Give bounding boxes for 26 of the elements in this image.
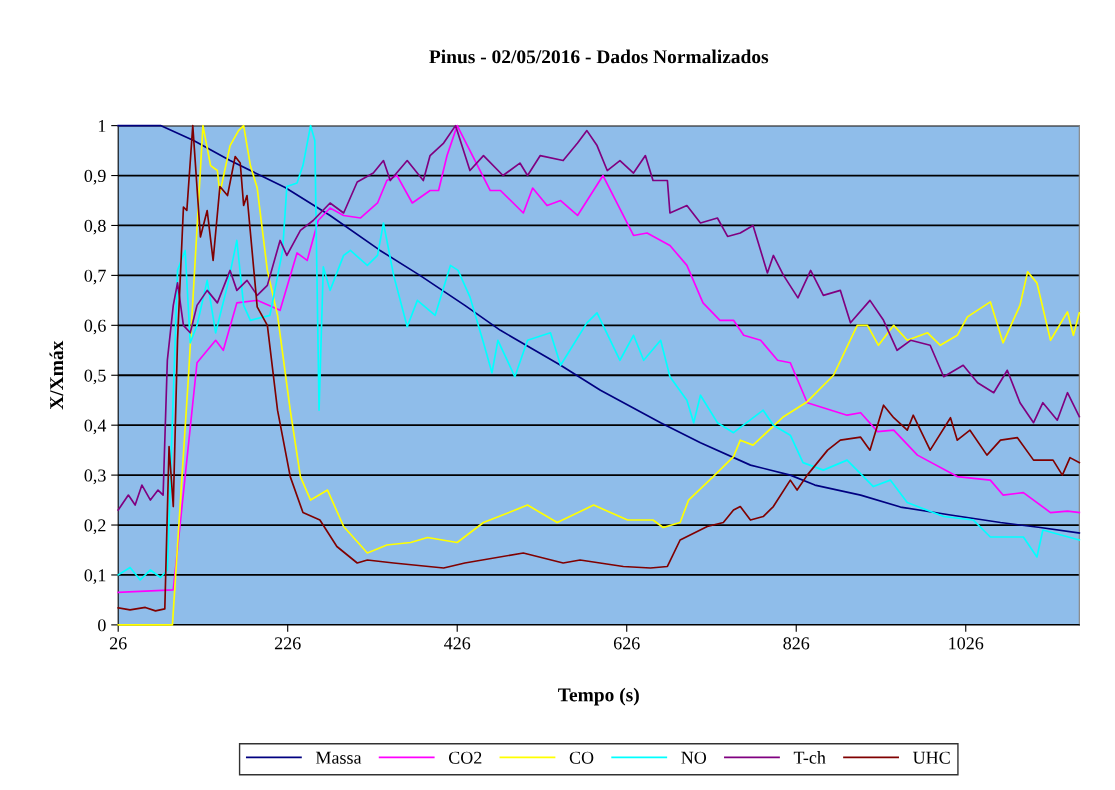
x-tick-label: 26: [109, 637, 127, 650]
legend-label: Massa: [315, 751, 362, 764]
x-axis-title: Tempo (s): [558, 687, 639, 706]
legend-label: UHC: [912, 751, 950, 764]
y-tick-label: 0,4: [84, 419, 107, 435]
y-tick-label: 0,7: [84, 269, 106, 285]
y-tick-label: 0: [98, 619, 106, 632]
legend-label: CO: [569, 751, 594, 764]
x-tick-label: 1026: [949, 637, 984, 650]
x-tick-label: 426: [444, 637, 471, 650]
y-axis-title: X/Xmáx: [49, 340, 64, 410]
x-tick-label: 626: [613, 637, 640, 650]
y-tick-label: 0,8: [84, 219, 106, 235]
y-tick-label: 1: [98, 119, 106, 132]
legend-label: CO2: [448, 751, 482, 764]
y-tick-label: 0,5: [84, 369, 106, 385]
y-tick-label: 0,1: [84, 569, 106, 584]
y-tick-label: 0,3: [84, 469, 106, 485]
y-tick-label: 0,9: [84, 169, 106, 185]
x-tick-label: 826: [783, 637, 810, 650]
legend-label: NO: [681, 751, 707, 764]
y-tick-label: 0,6: [84, 319, 106, 335]
chart-title: Pinus - 02/05/2016 - Dados Normalizados: [429, 49, 769, 64]
legend-label: T-ch: [793, 751, 826, 764]
x-tick-label: 226: [274, 637, 301, 650]
y-tick-label: 0,2: [84, 519, 106, 535]
